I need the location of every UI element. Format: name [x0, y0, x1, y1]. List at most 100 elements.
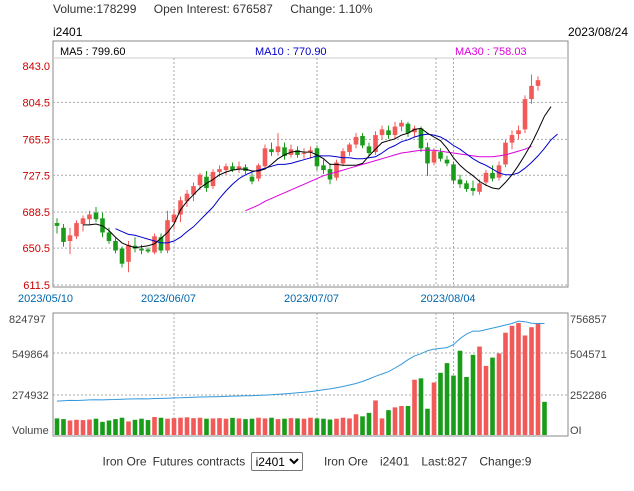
candle	[360, 133, 365, 149]
volume-bar	[145, 420, 151, 435]
candle-body	[152, 236, 157, 253]
ma30-label: MA30 : 758.03	[455, 46, 527, 58]
volume-bar	[457, 350, 463, 435]
candle-body	[256, 165, 261, 179]
candle	[171, 208, 177, 230]
candle-body	[269, 149, 274, 153]
candle-body	[158, 237, 164, 251]
volume-bar	[503, 332, 508, 435]
volume-bar	[295, 418, 300, 435]
volume-bar	[249, 418, 255, 435]
last-price: 827	[447, 454, 468, 469]
change-label: Change:	[479, 454, 525, 469]
candle	[74, 220, 79, 240]
contracts-label: Futures contracts	[152, 454, 246, 469]
candle-body	[431, 151, 437, 163]
volume-bar	[288, 418, 294, 435]
volume-bar	[314, 418, 320, 435]
oi-max-label: 756857	[570, 314, 607, 326]
candle	[418, 126, 424, 153]
candle	[269, 142, 274, 156]
volume-axis-title: Volume	[12, 425, 49, 437]
candle	[412, 125, 417, 137]
volume-bar	[210, 418, 216, 435]
candle	[334, 159, 339, 181]
quote-product: Iron Ore	[323, 454, 368, 469]
volume-bar	[412, 379, 417, 435]
candle-body	[93, 212, 99, 220]
candle	[93, 206, 99, 223]
date-tick-label: 2023/06/07	[141, 293, 196, 305]
candle-body	[483, 172, 489, 183]
candle	[113, 238, 118, 254]
candle-body	[262, 148, 268, 167]
volume-bar	[360, 416, 365, 435]
candle-body	[126, 244, 131, 262]
candle-body	[405, 123, 411, 134]
ma5-line	[83, 106, 552, 249]
volume-bar	[522, 335, 528, 435]
volume-bar	[418, 378, 424, 435]
candle	[54, 218, 60, 234]
volume-bar	[184, 417, 190, 435]
candle	[262, 144, 268, 170]
ma30-line	[245, 145, 532, 212]
volume-bar	[542, 401, 547, 435]
volume-bar	[87, 419, 92, 435]
current-date: 2023/08/24	[567, 25, 628, 39]
volume-bar	[269, 417, 274, 435]
candle	[425, 142, 430, 176]
price-tick-label: 765.5	[22, 134, 50, 146]
candle-body	[334, 162, 339, 178]
candle-body	[204, 176, 209, 189]
volume-bar	[67, 420, 73, 435]
candle-body	[301, 153, 307, 155]
oi-axis-title: OI	[570, 425, 582, 437]
candle	[379, 125, 385, 140]
ma10-line	[115, 133, 558, 244]
candle-body	[145, 249, 151, 252]
candle-body	[217, 169, 222, 172]
volume-bar	[282, 418, 287, 435]
volume-bar	[334, 418, 339, 435]
candle-body	[438, 152, 443, 159]
candle	[87, 210, 92, 225]
price-tick-label: 727.5	[22, 170, 50, 182]
volume-bar	[262, 418, 268, 435]
candlesticks	[54, 74, 541, 273]
date-tick-label: 2023/05/10	[18, 293, 73, 305]
contract-selector-bar: Iron Ore Futures contracts i2401 Iron Ore…	[0, 452, 634, 471]
candle-body	[425, 147, 430, 164]
candle-body	[80, 218, 86, 224]
price-volume-chart: MA5 : 799.60 MA10 : 770.90 MA30 : 758.03…	[9, 40, 607, 437]
volume-bar	[301, 418, 307, 435]
open-interest-polyline	[56, 320, 545, 402]
moving-averages	[83, 106, 558, 249]
candle	[470, 180, 476, 196]
volume-max-label: 824797	[9, 314, 46, 326]
candle-body	[464, 183, 469, 189]
volume-bar	[425, 408, 430, 435]
candle	[457, 174, 463, 189]
volume-bar	[516, 323, 521, 435]
candle	[529, 74, 534, 104]
volume-bar	[451, 375, 456, 435]
price-grid	[53, 58, 568, 287]
oi-mid-label: 504571	[570, 349, 607, 361]
volume-bar	[223, 418, 229, 435]
volume-bar	[178, 417, 183, 435]
price-tick-label: 688.5	[22, 207, 50, 219]
contract-select[interactable]: i2401	[250, 452, 303, 471]
candle-body	[477, 183, 482, 192]
volume-bar	[54, 418, 60, 435]
candle	[282, 142, 287, 160]
ma5-label: MA5 : 799.60	[60, 46, 125, 58]
last-label: Last:	[421, 454, 448, 469]
candle-body	[223, 166, 229, 171]
volume-bar	[93, 418, 99, 435]
volume-bar	[405, 405, 411, 435]
candle	[321, 159, 326, 174]
candle-body	[360, 136, 365, 146]
candle-body	[139, 248, 144, 251]
candle-body	[529, 85, 534, 100]
